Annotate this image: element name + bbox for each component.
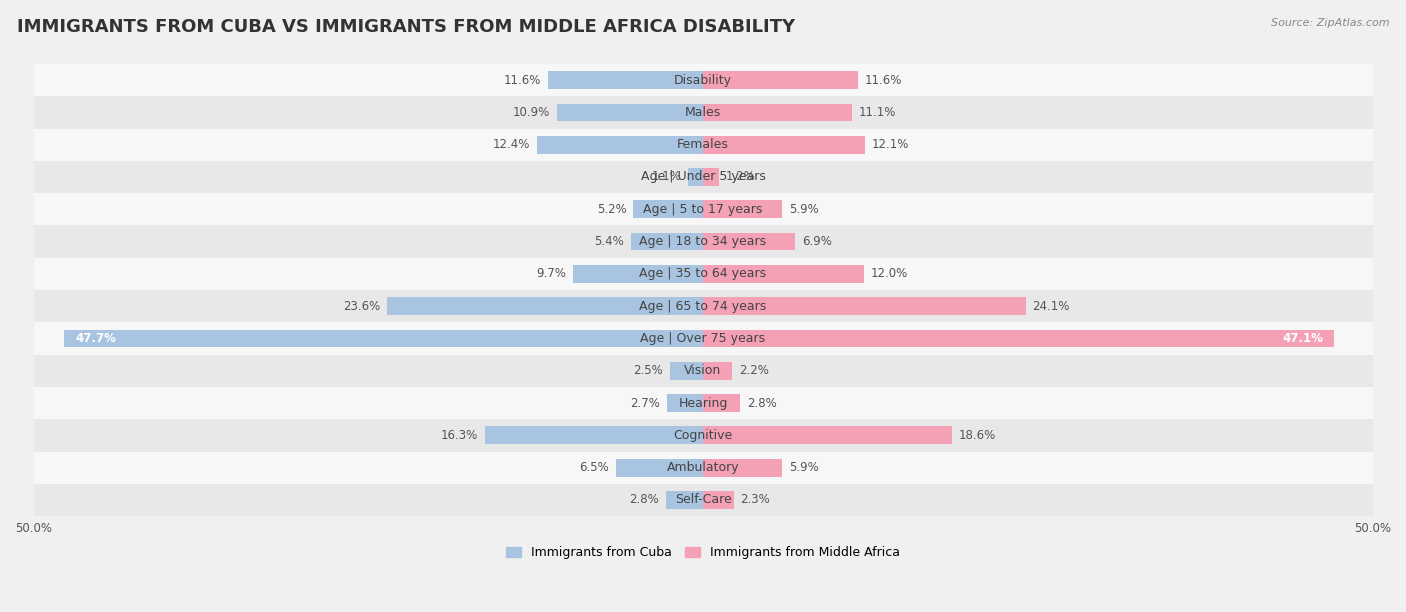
- Text: Disability: Disability: [673, 73, 733, 87]
- Bar: [34, 419, 1372, 452]
- Text: 9.7%: 9.7%: [537, 267, 567, 280]
- Text: Vision: Vision: [685, 364, 721, 377]
- Text: Age | 35 to 64 years: Age | 35 to 64 years: [640, 267, 766, 280]
- Text: 2.8%: 2.8%: [628, 493, 659, 507]
- Text: 1.2%: 1.2%: [725, 171, 755, 184]
- Bar: [557, 103, 703, 121]
- Text: 24.1%: 24.1%: [1032, 300, 1070, 313]
- Bar: [34, 161, 1372, 193]
- Text: 5.9%: 5.9%: [789, 203, 818, 216]
- Bar: [537, 136, 703, 154]
- Bar: [34, 64, 1372, 96]
- Bar: [703, 265, 863, 283]
- Bar: [34, 258, 1372, 290]
- Text: 2.2%: 2.2%: [740, 364, 769, 377]
- Text: Source: ZipAtlas.com: Source: ZipAtlas.com: [1271, 18, 1389, 28]
- Bar: [703, 459, 782, 477]
- Bar: [669, 362, 703, 379]
- Text: 11.1%: 11.1%: [858, 106, 896, 119]
- Bar: [616, 459, 703, 477]
- Text: 5.4%: 5.4%: [595, 235, 624, 248]
- Bar: [574, 265, 703, 283]
- Text: 2.8%: 2.8%: [747, 397, 778, 409]
- Text: 23.6%: 23.6%: [343, 300, 380, 313]
- Text: Age | 18 to 34 years: Age | 18 to 34 years: [640, 235, 766, 248]
- Text: 11.6%: 11.6%: [865, 73, 903, 87]
- Bar: [34, 129, 1372, 161]
- Bar: [703, 297, 1026, 315]
- Bar: [34, 290, 1372, 323]
- Bar: [703, 491, 734, 509]
- Text: Ambulatory: Ambulatory: [666, 461, 740, 474]
- Text: 12.4%: 12.4%: [494, 138, 530, 151]
- Bar: [689, 168, 703, 186]
- Text: 47.7%: 47.7%: [75, 332, 115, 345]
- Text: Cognitive: Cognitive: [673, 429, 733, 442]
- Text: 5.2%: 5.2%: [598, 203, 627, 216]
- Legend: Immigrants from Cuba, Immigrants from Middle Africa: Immigrants from Cuba, Immigrants from Mi…: [502, 541, 904, 564]
- Text: 10.9%: 10.9%: [513, 106, 550, 119]
- Text: 6.9%: 6.9%: [801, 235, 832, 248]
- Text: Females: Females: [678, 138, 728, 151]
- Bar: [703, 330, 1334, 348]
- Bar: [665, 491, 703, 509]
- Text: 16.3%: 16.3%: [441, 429, 478, 442]
- Text: Hearing: Hearing: [678, 397, 728, 409]
- Bar: [703, 136, 865, 154]
- Text: Age | Over 75 years: Age | Over 75 years: [641, 332, 765, 345]
- Bar: [631, 233, 703, 250]
- Bar: [703, 362, 733, 379]
- Text: 6.5%: 6.5%: [579, 461, 609, 474]
- Bar: [633, 200, 703, 218]
- Bar: [387, 297, 703, 315]
- Bar: [666, 394, 703, 412]
- Bar: [34, 387, 1372, 419]
- Bar: [703, 427, 952, 444]
- Bar: [548, 71, 703, 89]
- Bar: [703, 71, 858, 89]
- Text: 18.6%: 18.6%: [959, 429, 995, 442]
- Text: Age | Under 5 years: Age | Under 5 years: [641, 171, 765, 184]
- Bar: [703, 233, 796, 250]
- Text: Self-Care: Self-Care: [675, 493, 731, 507]
- Bar: [34, 354, 1372, 387]
- Bar: [703, 200, 782, 218]
- Text: 12.0%: 12.0%: [870, 267, 908, 280]
- Text: 12.1%: 12.1%: [872, 138, 910, 151]
- Text: 5.9%: 5.9%: [789, 461, 818, 474]
- Bar: [703, 168, 718, 186]
- Bar: [703, 103, 852, 121]
- Bar: [34, 96, 1372, 129]
- Text: 1.1%: 1.1%: [652, 171, 682, 184]
- Text: 47.1%: 47.1%: [1282, 332, 1323, 345]
- Text: 2.5%: 2.5%: [633, 364, 662, 377]
- Text: IMMIGRANTS FROM CUBA VS IMMIGRANTS FROM MIDDLE AFRICA DISABILITY: IMMIGRANTS FROM CUBA VS IMMIGRANTS FROM …: [17, 18, 794, 36]
- Text: Males: Males: [685, 106, 721, 119]
- Text: 2.7%: 2.7%: [630, 397, 661, 409]
- Bar: [485, 427, 703, 444]
- Bar: [34, 484, 1372, 516]
- Bar: [34, 193, 1372, 225]
- Text: 11.6%: 11.6%: [503, 73, 541, 87]
- Text: Age | 65 to 74 years: Age | 65 to 74 years: [640, 300, 766, 313]
- Bar: [34, 323, 1372, 354]
- Bar: [703, 394, 741, 412]
- Bar: [34, 225, 1372, 258]
- Bar: [65, 330, 703, 348]
- Text: Age | 5 to 17 years: Age | 5 to 17 years: [644, 203, 762, 216]
- Bar: [34, 452, 1372, 484]
- Text: 2.3%: 2.3%: [741, 493, 770, 507]
